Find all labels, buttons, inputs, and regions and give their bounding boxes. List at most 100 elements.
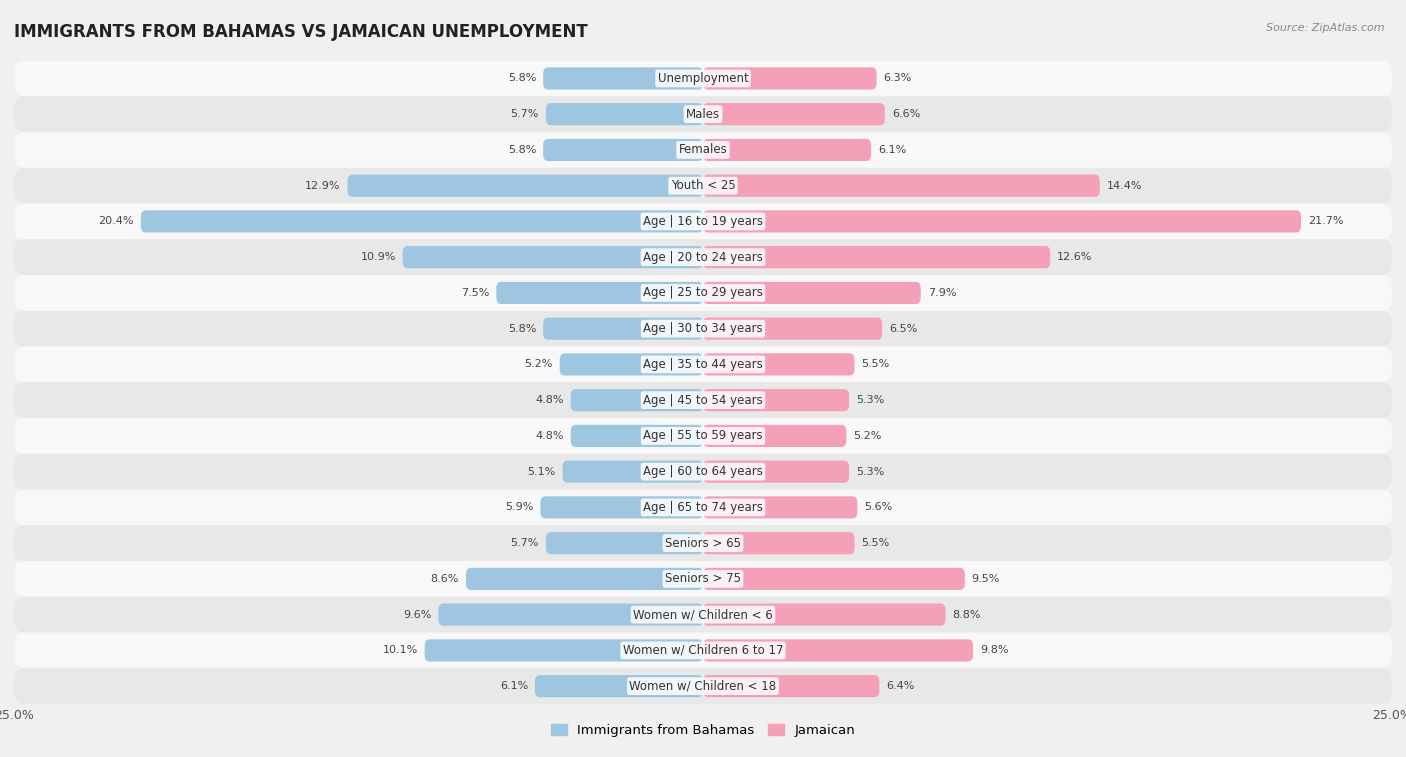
Text: Females: Females: [679, 143, 727, 157]
Text: 7.5%: 7.5%: [461, 288, 489, 298]
Text: Age | 65 to 74 years: Age | 65 to 74 years: [643, 501, 763, 514]
Text: Source: ZipAtlas.com: Source: ZipAtlas.com: [1267, 23, 1385, 33]
FancyBboxPatch shape: [425, 640, 703, 662]
Text: 5.9%: 5.9%: [505, 503, 533, 512]
FancyBboxPatch shape: [439, 603, 703, 626]
FancyBboxPatch shape: [543, 318, 703, 340]
FancyBboxPatch shape: [14, 61, 1392, 96]
Text: Seniors > 65: Seniors > 65: [665, 537, 741, 550]
Text: Age | 55 to 59 years: Age | 55 to 59 years: [643, 429, 763, 442]
Text: 14.4%: 14.4%: [1107, 181, 1142, 191]
FancyBboxPatch shape: [141, 210, 703, 232]
FancyBboxPatch shape: [402, 246, 703, 268]
FancyBboxPatch shape: [14, 382, 1392, 418]
Text: Women w/ Children < 6: Women w/ Children < 6: [633, 608, 773, 621]
FancyBboxPatch shape: [14, 168, 1392, 204]
Text: 5.3%: 5.3%: [856, 395, 884, 405]
Text: 20.4%: 20.4%: [98, 217, 134, 226]
FancyBboxPatch shape: [703, 103, 884, 125]
Text: 5.7%: 5.7%: [510, 109, 538, 119]
FancyBboxPatch shape: [496, 282, 703, 304]
Text: Age | 30 to 34 years: Age | 30 to 34 years: [643, 322, 763, 335]
Text: 21.7%: 21.7%: [1308, 217, 1343, 226]
FancyBboxPatch shape: [703, 282, 921, 304]
FancyBboxPatch shape: [14, 633, 1392, 668]
FancyBboxPatch shape: [571, 389, 703, 411]
FancyBboxPatch shape: [703, 389, 849, 411]
Text: 6.6%: 6.6%: [891, 109, 920, 119]
FancyBboxPatch shape: [703, 675, 879, 697]
FancyBboxPatch shape: [14, 96, 1392, 132]
FancyBboxPatch shape: [14, 668, 1392, 704]
Text: Age | 20 to 24 years: Age | 20 to 24 years: [643, 251, 763, 263]
FancyBboxPatch shape: [703, 246, 1050, 268]
FancyBboxPatch shape: [534, 675, 703, 697]
Text: 5.6%: 5.6%: [865, 503, 893, 512]
Text: 12.6%: 12.6%: [1057, 252, 1092, 262]
FancyBboxPatch shape: [14, 561, 1392, 597]
Text: 6.1%: 6.1%: [877, 145, 907, 155]
FancyBboxPatch shape: [14, 453, 1392, 490]
FancyBboxPatch shape: [543, 139, 703, 161]
FancyBboxPatch shape: [703, 532, 855, 554]
Text: 5.2%: 5.2%: [853, 431, 882, 441]
FancyBboxPatch shape: [347, 175, 703, 197]
FancyBboxPatch shape: [14, 490, 1392, 525]
Text: 6.4%: 6.4%: [886, 681, 915, 691]
Text: 12.9%: 12.9%: [305, 181, 340, 191]
Text: 5.8%: 5.8%: [508, 73, 536, 83]
Text: 5.7%: 5.7%: [510, 538, 538, 548]
FancyBboxPatch shape: [562, 460, 703, 483]
FancyBboxPatch shape: [703, 640, 973, 662]
FancyBboxPatch shape: [703, 568, 965, 590]
FancyBboxPatch shape: [543, 67, 703, 89]
Text: 8.6%: 8.6%: [430, 574, 460, 584]
Text: 6.1%: 6.1%: [499, 681, 529, 691]
Text: Youth < 25: Youth < 25: [671, 179, 735, 192]
FancyBboxPatch shape: [703, 210, 1301, 232]
Text: 5.2%: 5.2%: [524, 360, 553, 369]
FancyBboxPatch shape: [703, 425, 846, 447]
Text: 4.8%: 4.8%: [536, 395, 564, 405]
FancyBboxPatch shape: [14, 347, 1392, 382]
FancyBboxPatch shape: [703, 497, 858, 519]
FancyBboxPatch shape: [14, 418, 1392, 453]
Text: 8.8%: 8.8%: [952, 609, 981, 620]
Text: 5.5%: 5.5%: [862, 360, 890, 369]
Text: 5.3%: 5.3%: [856, 466, 884, 477]
Text: Age | 25 to 29 years: Age | 25 to 29 years: [643, 286, 763, 300]
FancyBboxPatch shape: [571, 425, 703, 447]
Text: 10.1%: 10.1%: [382, 646, 418, 656]
FancyBboxPatch shape: [465, 568, 703, 590]
FancyBboxPatch shape: [14, 204, 1392, 239]
Text: 5.8%: 5.8%: [508, 324, 536, 334]
FancyBboxPatch shape: [14, 311, 1392, 347]
FancyBboxPatch shape: [14, 275, 1392, 311]
Text: Age | 16 to 19 years: Age | 16 to 19 years: [643, 215, 763, 228]
FancyBboxPatch shape: [560, 354, 703, 375]
Text: 5.8%: 5.8%: [508, 145, 536, 155]
FancyBboxPatch shape: [14, 525, 1392, 561]
FancyBboxPatch shape: [540, 497, 703, 519]
FancyBboxPatch shape: [546, 532, 703, 554]
Text: Unemployment: Unemployment: [658, 72, 748, 85]
Text: Age | 45 to 54 years: Age | 45 to 54 years: [643, 394, 763, 407]
FancyBboxPatch shape: [703, 139, 872, 161]
FancyBboxPatch shape: [703, 460, 849, 483]
FancyBboxPatch shape: [14, 132, 1392, 168]
Text: 4.8%: 4.8%: [536, 431, 564, 441]
Text: 10.9%: 10.9%: [360, 252, 395, 262]
Legend: Immigrants from Bahamas, Jamaican: Immigrants from Bahamas, Jamaican: [546, 719, 860, 743]
FancyBboxPatch shape: [14, 239, 1392, 275]
FancyBboxPatch shape: [703, 603, 945, 626]
Text: IMMIGRANTS FROM BAHAMAS VS JAMAICAN UNEMPLOYMENT: IMMIGRANTS FROM BAHAMAS VS JAMAICAN UNEM…: [14, 23, 588, 41]
Text: Males: Males: [686, 107, 720, 120]
Text: Women w/ Children < 18: Women w/ Children < 18: [630, 680, 776, 693]
Text: 6.3%: 6.3%: [883, 73, 911, 83]
Text: Age | 35 to 44 years: Age | 35 to 44 years: [643, 358, 763, 371]
Text: 5.5%: 5.5%: [862, 538, 890, 548]
Text: 9.8%: 9.8%: [980, 646, 1008, 656]
Text: 9.5%: 9.5%: [972, 574, 1000, 584]
FancyBboxPatch shape: [703, 318, 882, 340]
FancyBboxPatch shape: [703, 67, 876, 89]
